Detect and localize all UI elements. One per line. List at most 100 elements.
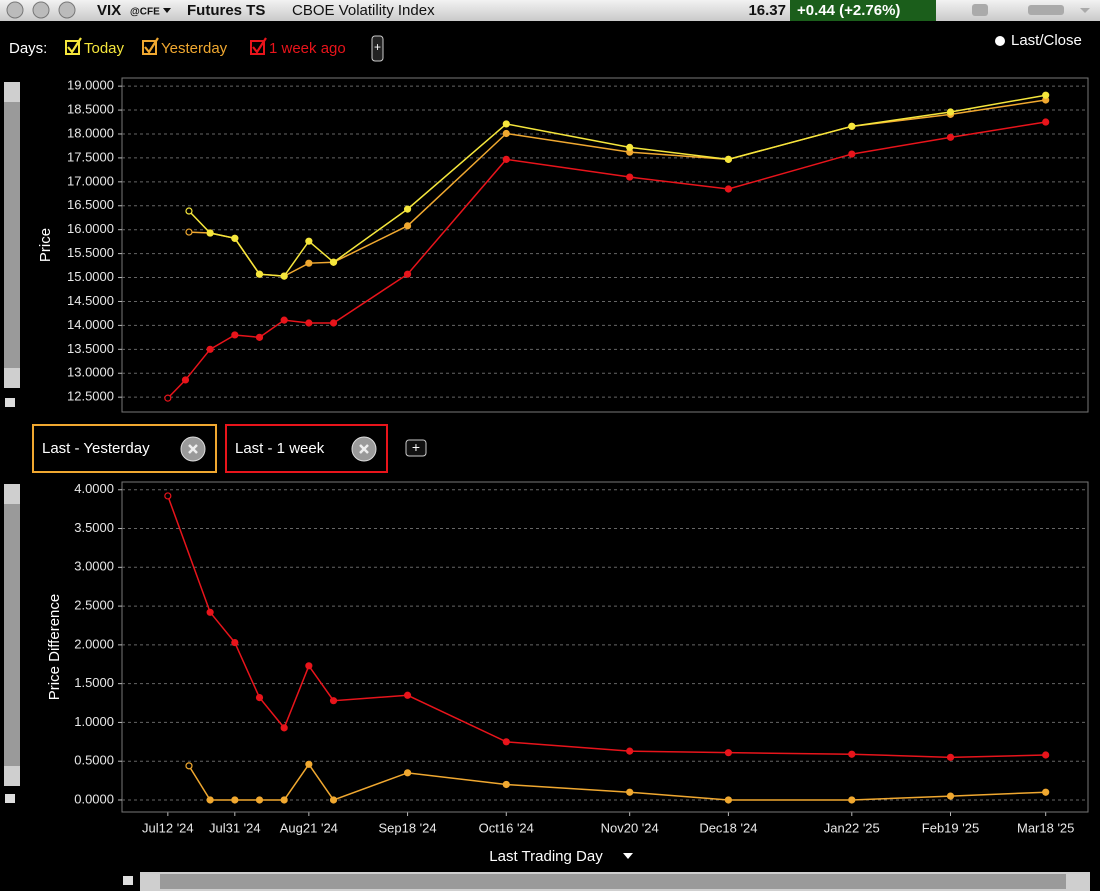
- data-point[interactable]: [946, 108, 955, 116]
- data-point[interactable]: [848, 796, 856, 804]
- legend: Today Yesterday 1 week ago: [65, 37, 346, 57]
- x-tick-label: Jul31 '24: [209, 820, 261, 835]
- data-point[interactable]: [255, 694, 264, 702]
- scrollbar-horizontal[interactable]: [140, 872, 1090, 891]
- data-point[interactable]: [403, 222, 412, 230]
- change: +0.44 (+2.76%): [797, 2, 900, 19]
- y-axis-label: Price Difference: [46, 594, 63, 700]
- data-point[interactable]: [164, 492, 172, 500]
- data-point[interactable]: [946, 792, 955, 800]
- tab-label[interactable]: Last - 1 week: [235, 440, 325, 457]
- data-point[interactable]: [181, 376, 190, 384]
- x-axis-dropdown[interactable]: [623, 853, 633, 859]
- last-close-dot[interactable]: [995, 36, 1005, 46]
- data-point[interactable]: [848, 150, 856, 158]
- data-point[interactable]: [164, 394, 172, 402]
- data-point[interactable]: [280, 796, 288, 804]
- data-point[interactable]: [329, 796, 338, 804]
- data-point[interactable]: [305, 319, 313, 327]
- tab-label[interactable]: Last - Yesterday: [42, 440, 150, 457]
- data-point[interactable]: [502, 120, 510, 128]
- scrollbar-bottom[interactable]: [4, 484, 20, 786]
- data-point[interactable]: [231, 234, 239, 242]
- legend-check: [144, 37, 159, 54]
- data-point[interactable]: [255, 270, 264, 278]
- data-point[interactable]: [206, 608, 214, 616]
- data-point[interactable]: [329, 319, 338, 327]
- data-point[interactable]: [502, 780, 510, 789]
- data-point[interactable]: [329, 258, 338, 266]
- x-axis-label[interactable]: Last Trading Day: [489, 848, 603, 865]
- y-tick-label: 4.0000: [74, 481, 114, 496]
- data-point[interactable]: [502, 155, 510, 163]
- data-point[interactable]: [403, 270, 412, 278]
- data-point[interactable]: [724, 796, 732, 804]
- series-line: [188, 94, 1046, 277]
- data-point[interactable]: [305, 662, 313, 670]
- symbol[interactable]: VIX: [97, 2, 121, 19]
- view-name: Futures TS: [187, 2, 265, 19]
- data-point[interactable]: [305, 237, 313, 245]
- data-point[interactable]: [946, 133, 955, 141]
- add-day-button[interactable]: [371, 35, 384, 62]
- data-point[interactable]: [185, 228, 193, 236]
- data-point[interactable]: [231, 796, 239, 804]
- data-point[interactable]: [280, 272, 288, 280]
- scrollbar-top[interactable]: [4, 82, 20, 388]
- data-point[interactable]: [185, 207, 193, 215]
- legend-label[interactable]: Yesterday: [161, 40, 228, 57]
- data-point[interactable]: [502, 738, 510, 746]
- data-point[interactable]: [280, 724, 288, 732]
- data-point[interactable]: [848, 122, 856, 130]
- data-point[interactable]: [403, 205, 412, 213]
- legend-label[interactable]: Today: [84, 40, 125, 57]
- data-point[interactable]: [185, 762, 193, 770]
- data-point[interactable]: [1042, 118, 1050, 126]
- data-point[interactable]: [403, 691, 412, 699]
- data-point[interactable]: [255, 333, 264, 341]
- x-tick-label: Sep18 '24: [378, 820, 436, 835]
- lock-icons[interactable]: [5, 398, 133, 885]
- data-point[interactable]: [206, 796, 214, 804]
- plot-area: [121, 77, 1089, 413]
- window-buttons[interactable]: [6, 1, 76, 19]
- data-point[interactable]: [1042, 788, 1050, 796]
- exchange[interactable]: @CFE: [130, 7, 160, 18]
- y-tick-label: 15.5000: [67, 245, 114, 260]
- data-point[interactable]: [206, 229, 214, 237]
- last-close[interactable]: Last/Close: [1011, 32, 1082, 49]
- data-point[interactable]: [231, 331, 239, 339]
- exchange-dropdown[interactable]: [163, 8, 171, 13]
- data-point[interactable]: [626, 143, 634, 151]
- data-point[interactable]: [724, 155, 732, 163]
- data-point[interactable]: [231, 638, 239, 647]
- data-point[interactable]: [626, 788, 634, 796]
- data-point[interactable]: [626, 747, 634, 755]
- data-point[interactable]: [305, 760, 313, 768]
- legend-checkbox[interactable]: [65, 40, 80, 55]
- data-point[interactable]: [946, 753, 955, 761]
- data-point[interactable]: [1042, 751, 1050, 759]
- y-tick-label: 1.5000: [74, 675, 114, 690]
- tab-close-x: [359, 444, 369, 454]
- data-point[interactable]: [724, 749, 732, 757]
- data-point[interactable]: [280, 316, 288, 324]
- data-point[interactable]: [255, 796, 264, 804]
- data-point[interactable]: [724, 185, 732, 193]
- header-icons[interactable]: [972, 4, 1090, 16]
- data-point[interactable]: [502, 129, 510, 138]
- legend-check: [252, 37, 267, 54]
- data-point[interactable]: [305, 259, 313, 267]
- y-axis-label: Price: [37, 228, 54, 262]
- data-point[interactable]: [329, 697, 338, 705]
- data-point[interactable]: [626, 173, 634, 181]
- data-point[interactable]: [1042, 91, 1050, 99]
- legend-checkbox[interactable]: [250, 40, 265, 55]
- data-point[interactable]: [848, 750, 856, 758]
- y-tick-label: 0.5000: [74, 753, 114, 768]
- legend-label[interactable]: 1 week ago: [269, 40, 346, 57]
- add-tab-button[interactable]: [405, 439, 427, 457]
- data-point[interactable]: [206, 345, 214, 353]
- legend-checkbox[interactable]: [142, 40, 157, 55]
- data-point[interactable]: [403, 769, 412, 777]
